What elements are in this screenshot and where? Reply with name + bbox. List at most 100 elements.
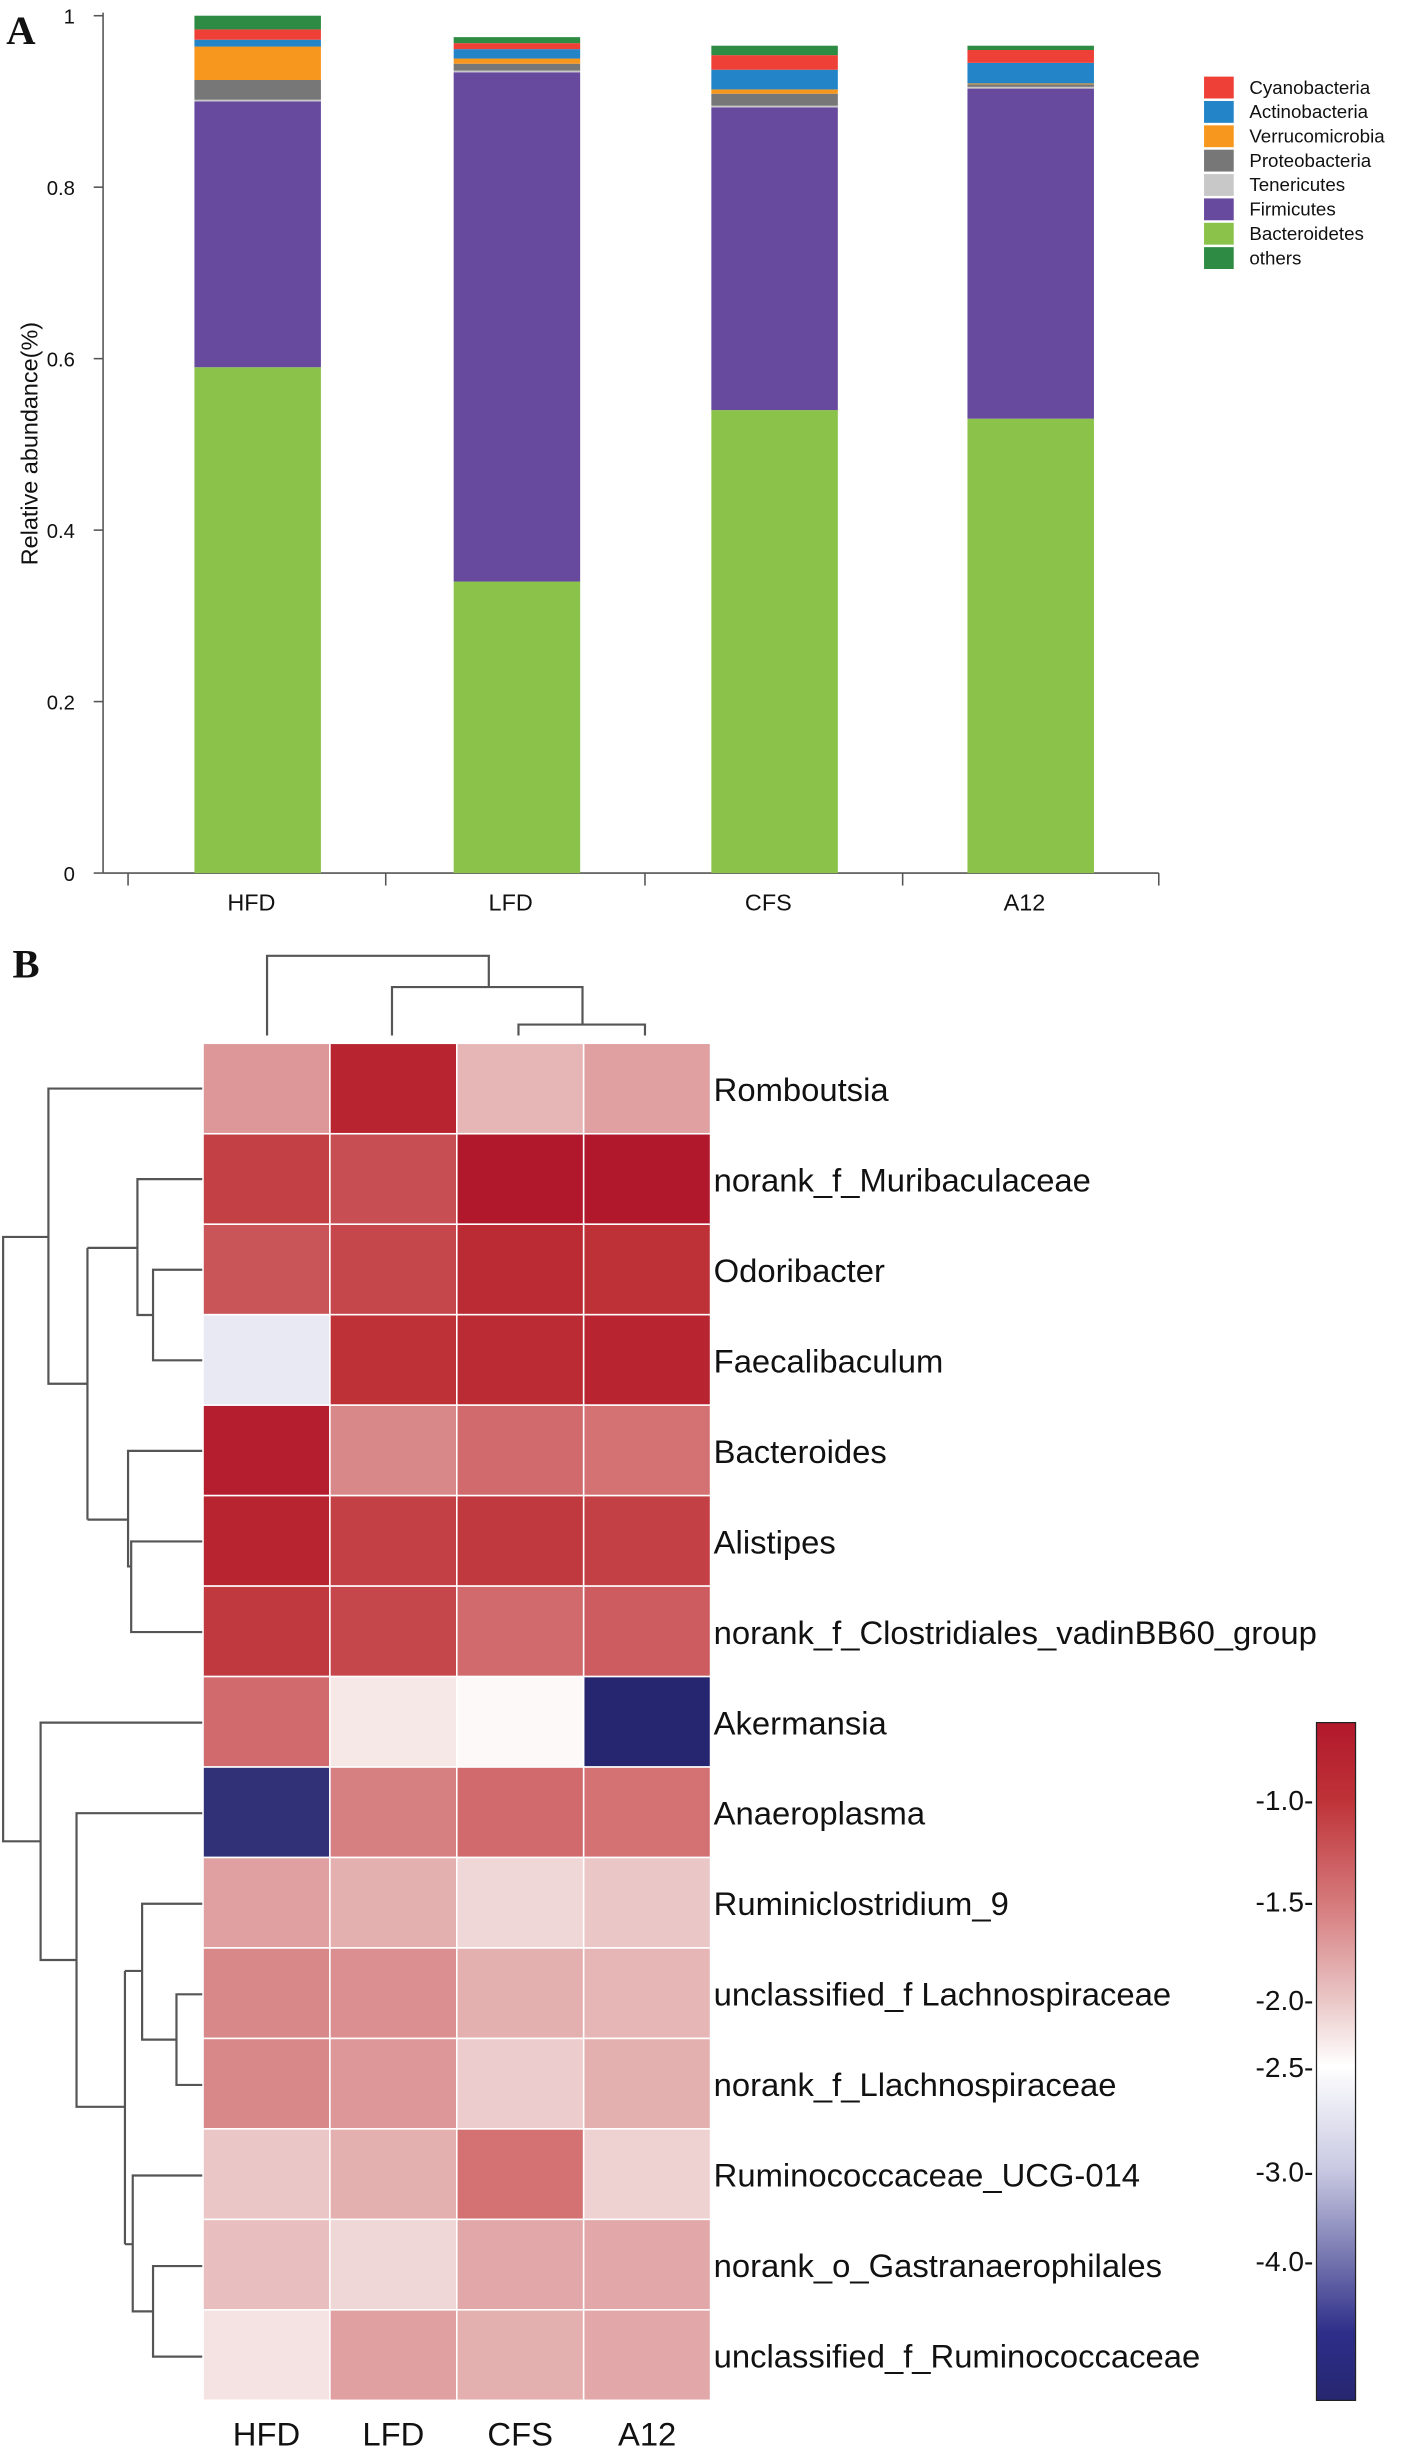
heatmap-cell [329,1132,458,1226]
column-label: A12 [618,2416,676,2452]
heatmap-cell [202,1404,331,1497]
y-tick-label: 0 [64,864,75,886]
bar-segment-bacteroidetes-cfs [711,410,838,874]
bar-segment-firmicutes-hfd [194,101,321,368]
legend-swatch-actinobacteria [1204,100,1234,123]
bar-segment-proteobacteria-hfd [194,80,321,100]
row-label: Ruminococcaceae_UCG-014 [714,2157,1140,2194]
colorbar-tick-label: -4.0- [1256,2246,1314,2277]
heatmap-cell [329,1766,458,1859]
heatmap-cell [582,2309,712,2402]
heatmap-cell [329,1856,458,1949]
colorbar-tick-label: -2.5- [1256,2052,1314,2083]
bar-segment-verrucomicrobia-cfs [711,89,838,94]
heatmap-cell [202,1223,331,1316]
legend-label: Firmicutes [1249,199,1335,220]
column-label: LFD [362,2416,424,2452]
legend-label: Bacteroidetes [1249,223,1364,244]
legend-label: Verrucomicrobia [1249,126,1385,147]
heatmap-cell [456,1675,585,1768]
heatmap-cell [582,1494,712,1587]
bar-segment-tenericutes-hfd [194,99,321,102]
heatmap-cell [582,2128,712,2221]
row-label: norank_o_Gastranaerophilales [714,2247,1162,2284]
x-tick-label: A12 [1004,890,1046,916]
column-label: HFD [233,2416,300,2452]
legend-swatch-cyanobacteria [1204,76,1234,99]
panel-label-b: B [12,942,39,987]
heatmap-cell [582,1675,712,1768]
bar-segment-bacteroidetes-lfd [453,581,581,874]
bar-segment-others-hfd [194,15,321,30]
heatmap-cell [202,1947,331,2040]
heatmap-cell [582,1042,712,1135]
heatmap-cell [456,1856,585,1949]
heatmap-cell [202,2128,331,2221]
heatmap-cell [329,2037,458,2130]
row-label: norank_f_Llachnospiraceae [714,2066,1117,2103]
row-label: Alistipes [714,1523,836,1560]
bar-segment-proteobacteria-a12 [967,84,1094,87]
colorbar: -1.0- -1.5- -2.0- -2.5- -3.0- -4.0- [1256,1721,1357,2402]
heatmap-cell [582,1947,712,2040]
heatmap-cell [456,1585,585,1678]
panel-label-a: A [6,8,36,53]
heatmap-cell [202,2218,331,2311]
heatmap-cell [329,2128,458,2221]
bar-segment-cyanobacteria-cfs [711,55,838,70]
column-dendrogram [265,954,647,1036]
bar-segment-cyanobacteria-hfd [194,29,321,40]
legend-label: Proteobacteria [1249,150,1371,171]
x-tick-label: HFD [227,890,275,916]
heatmap-cell [202,1132,331,1226]
heatmap-cell [329,2309,458,2402]
legend-label: Tenericutes [1249,174,1345,195]
bar-segment-actinobacteria-hfd [194,39,321,47]
bar-segment-verrucomicrobia-lfd [453,58,581,64]
heatmap-cell [582,1223,712,1316]
bar-segment-tenericutes-a12 [967,86,1094,89]
bar-segment-others-a12 [967,45,1094,50]
bar-segment-verrucomicrobia-hfd [194,46,321,81]
heatmap-cell [329,1494,458,1587]
heatmap-cell [456,2128,585,2221]
bar-segment-tenericutes-cfs [711,105,838,108]
bar-segment-firmicutes-lfd [453,72,581,582]
heatmap-cell [582,1766,712,1859]
heatmap-cell [202,1675,331,1768]
heatmap-cell [456,1042,585,1135]
bar-segment-bacteroidetes-hfd [194,367,321,874]
x-tick-label: LFD [489,890,533,916]
colorbar-tick-label: -2.0- [1256,1985,1314,2016]
row-dendrogram [2,1087,204,2358]
heatmap-cell [456,1404,585,1497]
legend-swatch-firmicutes [1204,198,1234,221]
heatmap-cell [329,1313,458,1406]
column-label: CFS [487,2416,553,2452]
legend-swatch-tenericutes [1204,174,1234,196]
heatmap-cell [456,1766,585,1859]
heatmap-cell [329,1675,458,1768]
heatmap-cell [456,2218,585,2311]
heatmap-cell [202,1494,331,1587]
heatmap-cell [456,1132,585,1226]
heatmap-cell [202,1585,331,1678]
row-label: unclassified_f Lachnospiraceae [714,1976,1171,2013]
heatmap-cell [329,1585,458,1678]
row-label: Romboutsia [714,1071,890,1108]
row-label: Odoribacter [714,1252,885,1289]
heatmap-cell [329,1223,458,1316]
row-label: Anaeroplasma [714,1795,926,1832]
colorbar-tick-label: -1.0- [1256,1785,1314,1816]
bar-segment-verrucomicrobia-a12 [967,83,1094,85]
heatmap-cell [582,2218,712,2311]
bar-segment-actinobacteria-lfd [453,49,581,59]
bar-segment-others-cfs [711,45,838,56]
bar-segment-firmicutes-a12 [967,88,1094,419]
heatmap-cell [456,1313,585,1406]
heatmap-cell [202,2309,331,2402]
heatmap-cell [202,2037,331,2130]
y-tick-label: 0.2 [47,692,75,714]
heatmap-cell [582,1856,712,1949]
